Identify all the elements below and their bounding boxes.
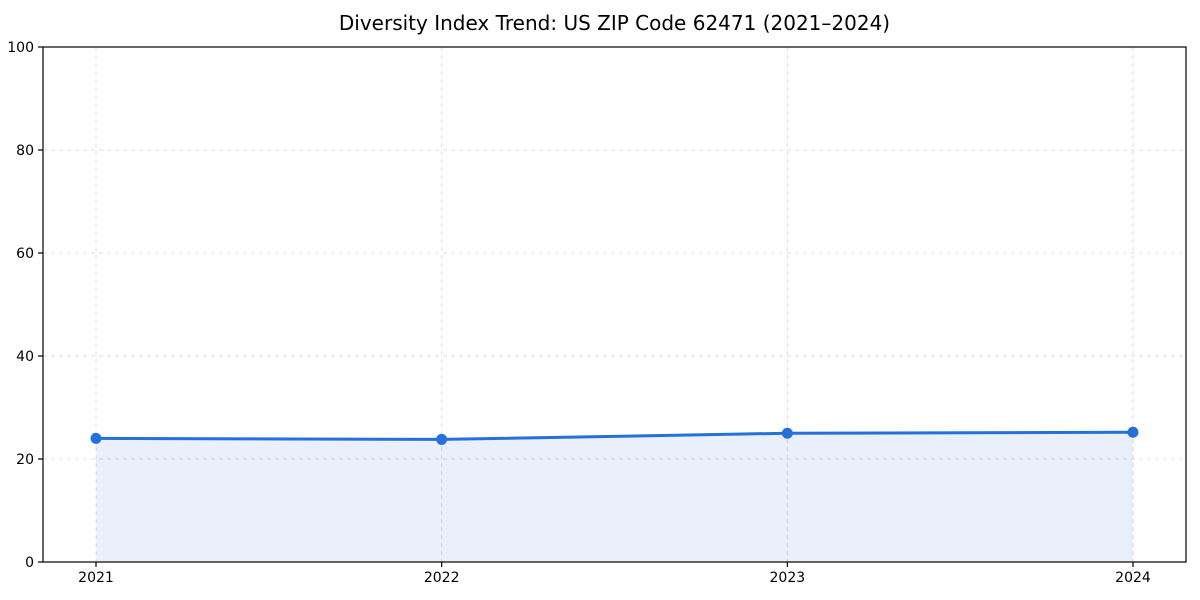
- axis-ticks: [38, 46, 1134, 567]
- series-area: [96, 432, 1133, 562]
- x-tick-labels: 2021 2022 2023 2024: [78, 570, 1151, 586]
- chart-title: Diversity Index Trend: US ZIP Code 62471…: [338, 11, 891, 35]
- axes-border: [42, 46, 1187, 563]
- x-tick-label: 2024: [1115, 570, 1151, 586]
- y-tick-label: 100: [7, 40, 34, 56]
- y-tick-labels: 0 20 40 60 80 100: [7, 40, 34, 571]
- series-line: [94, 430, 1135, 441]
- y-tick-label: 80: [16, 143, 34, 159]
- x-tick-label: 2021: [78, 570, 114, 586]
- area-fill: [96, 432, 1133, 562]
- data-line: [94, 430, 1135, 441]
- y-tick-label: 40: [16, 349, 34, 365]
- y-tick-label: 20: [16, 452, 34, 468]
- x-tick-label: 2022: [424, 570, 460, 586]
- gridlines: [43, 47, 1186, 562]
- data-points: [90, 426, 1139, 445]
- data-point: [436, 433, 448, 445]
- data-point: [1127, 426, 1139, 438]
- data-point: [90, 432, 102, 444]
- y-tick-label: 0: [25, 555, 34, 571]
- x-tick-label: 2023: [770, 570, 806, 586]
- data-point: [781, 427, 793, 439]
- y-tick-label: 60: [16, 246, 34, 262]
